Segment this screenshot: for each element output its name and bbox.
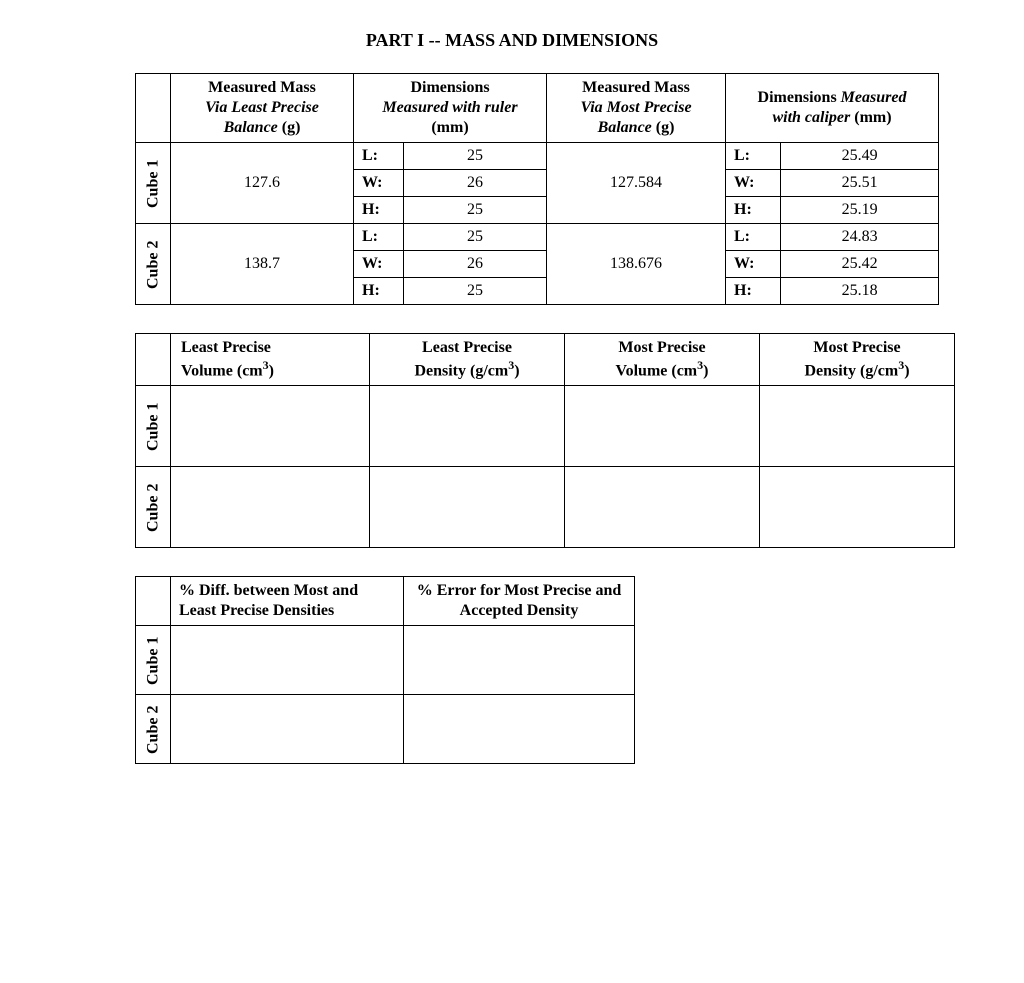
row-label-cube2: Cube 2 [136,224,171,305]
corner-blank [136,74,171,143]
cell-lp-vol-cube1 [171,386,370,467]
cell-caliper-L-cube2: 24.83 [781,224,939,251]
cell-caliper-W-cube2: 25.42 [781,251,939,278]
cell-ruler-L-cube1: 25 [403,143,546,170]
cell-diff-cube1 [171,626,404,695]
hdr-mp-dens: Most Precise Density (g/cm3) [760,334,955,386]
cell-ruler-W-cube1: 26 [403,170,546,197]
cell-caliper-W-cube1: 25.51 [781,170,939,197]
table-row: Cube 2 [136,695,635,764]
dim-key-W: W: [354,170,404,197]
hdr-lp-dens: Least Precise Density (g/cm3) [370,334,565,386]
cell-lp-dens-cube1 [370,386,565,467]
dim-key-L: L: [354,224,404,251]
table-row: Cube 2 138.7 L: 25 138.676 L: 24.83 [136,224,939,251]
hdr-dim-ruler: Dimensions Measured with ruler (mm) [354,74,547,143]
table-header-row: % Diff. between Most and Least Precise D… [136,577,635,626]
table-percent-diff-error: % Diff. between Most and Least Precise D… [135,576,635,764]
dim-key-W: W: [354,251,404,278]
table-header-row: Measured Mass Via Least Precise Balance … [136,74,939,143]
cell-lp-vol-cube2 [171,467,370,548]
cell-caliper-H-cube2: 25.18 [781,278,939,305]
cell-mp-vol-cube1 [565,386,760,467]
table-mass-dimensions: Measured Mass Via Least Precise Balance … [135,73,939,305]
cell-mass-least-cube2: 138.7 [171,224,354,305]
cell-mp-dens-cube1 [760,386,955,467]
hdr-mass-least: Measured Mass Via Least Precise Balance … [171,74,354,143]
cell-mp-dens-cube2 [760,467,955,548]
row-label-cube2: Cube 2 [136,695,171,764]
dim-key-L: L: [354,143,404,170]
row-label-cube1: Cube 1 [136,143,171,224]
cell-mass-most-cube2: 138.676 [547,224,726,305]
corner-blank [136,334,171,386]
hdr-mass-most: Measured Mass Via Most Precise Balance (… [547,74,726,143]
dim-key-W: W: [726,251,781,278]
row-label-cube1: Cube 1 [136,626,171,695]
cell-mp-vol-cube2 [565,467,760,548]
dim-key-L: L: [726,224,781,251]
row-label-cube2: Cube 2 [136,467,171,548]
hdr-mp-vol: Most Precise Volume (cm3) [565,334,760,386]
page-title: PART I -- MASS AND DIMENSIONS [0,30,1024,51]
cell-ruler-H-cube2: 25 [403,278,546,305]
cell-ruler-L-cube2: 25 [403,224,546,251]
table-row: Cube 1 [136,386,955,467]
cell-caliper-L-cube1: 25.49 [781,143,939,170]
table-volume-density: Least Precise Volume (cm3) Least Precise… [135,333,955,548]
dim-key-H: H: [726,278,781,305]
table-row: Cube 1 [136,626,635,695]
cell-mass-most-cube1: 127.584 [547,143,726,224]
cell-err-cube1 [404,626,635,695]
dim-key-H: H: [726,197,781,224]
hdr-dim-caliper: Dimensions Measured with caliper (mm) [726,74,939,143]
cell-diff-cube2 [171,695,404,764]
hdr-pct-diff: % Diff. between Most and Least Precise D… [171,577,404,626]
cell-err-cube2 [404,695,635,764]
row-label-cube1: Cube 1 [136,386,171,467]
hdr-lp-vol: Least Precise Volume (cm3) [171,334,370,386]
hdr-pct-error: % Error for Most Precise and Accepted De… [404,577,635,626]
dim-key-W: W: [726,170,781,197]
dim-key-L: L: [726,143,781,170]
cell-ruler-H-cube1: 25 [403,197,546,224]
cell-lp-dens-cube2 [370,467,565,548]
cell-mass-least-cube1: 127.6 [171,143,354,224]
dim-key-H: H: [354,278,404,305]
corner-blank [136,577,171,626]
cell-caliper-H-cube1: 25.19 [781,197,939,224]
dim-key-H: H: [354,197,404,224]
cell-ruler-W-cube2: 26 [403,251,546,278]
table-row: Cube 1 127.6 L: 25 127.584 L: 25.49 [136,143,939,170]
table-header-row: Least Precise Volume (cm3) Least Precise… [136,334,955,386]
table-row: Cube 2 [136,467,955,548]
